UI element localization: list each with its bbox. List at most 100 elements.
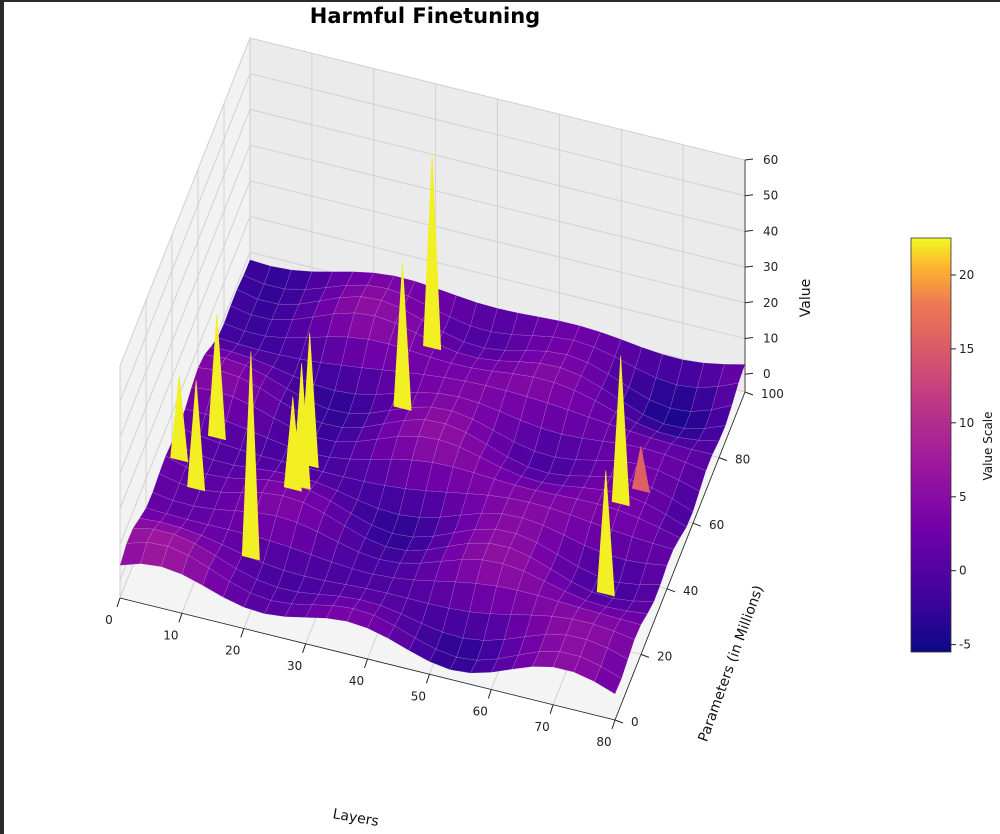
y-tick-label: 100 bbox=[761, 387, 784, 401]
surface-mesh bbox=[119, 259, 746, 695]
y-axis-line bbox=[614, 391, 746, 721]
y-tick bbox=[744, 391, 754, 396]
x-tick-label: 70 bbox=[534, 720, 549, 734]
surface-spike bbox=[170, 375, 189, 463]
surface-patch bbox=[704, 404, 733, 429]
surface-spike bbox=[187, 380, 206, 492]
y-tick bbox=[692, 522, 702, 527]
surface-spike bbox=[423, 154, 442, 351]
y-tick-label: 20 bbox=[657, 649, 672, 663]
surface-patch bbox=[633, 584, 661, 602]
surface-patch bbox=[672, 479, 700, 513]
surface-patch bbox=[646, 543, 674, 566]
surface-patch bbox=[711, 382, 739, 411]
x-tick-label: 10 bbox=[163, 628, 178, 642]
z-tick bbox=[744, 158, 754, 161]
surface-patch bbox=[691, 439, 720, 455]
axis-ticks: 0 10 20 30 40 50 60 70 80 0 20 40 60 80 100 0 10 20 30 40 50… bbox=[105, 153, 784, 749]
z-tick bbox=[744, 265, 754, 268]
y-tick bbox=[666, 588, 676, 593]
grid-line-back-z bbox=[249, 180, 746, 304]
surface-patch bbox=[626, 600, 655, 614]
x-tick bbox=[549, 704, 554, 714]
z-tick bbox=[744, 194, 754, 197]
surface-patch bbox=[619, 610, 648, 626]
colorbar-tick-label: 5 bbox=[959, 490, 967, 504]
colorbar-tick-label: 15 bbox=[959, 342, 974, 356]
grid-line-left-z bbox=[119, 109, 251, 438]
z-tick-label: 50 bbox=[763, 189, 778, 203]
x-tick bbox=[487, 689, 492, 699]
colorbar-label: Value Scale bbox=[981, 411, 995, 480]
grid-line-left-z bbox=[119, 216, 251, 545]
y-tick bbox=[614, 719, 624, 724]
y-tick bbox=[640, 653, 650, 658]
surface-spike bbox=[207, 313, 226, 441]
surface-patch bbox=[685, 449, 713, 472]
surface-spike bbox=[283, 396, 302, 492]
surface-patch bbox=[665, 498, 694, 528]
grid-line-left-z bbox=[119, 144, 251, 474]
surface-spike bbox=[631, 446, 650, 494]
surface-patch bbox=[652, 527, 681, 550]
surface-patch bbox=[659, 514, 687, 539]
surface-spike bbox=[611, 355, 630, 507]
x-tick bbox=[364, 658, 368, 669]
surface-spikes bbox=[170, 154, 650, 597]
x-axis-label: Layers bbox=[331, 806, 379, 830]
z-tick bbox=[744, 337, 754, 339]
z-tick-label: 20 bbox=[763, 296, 778, 310]
x-tick bbox=[240, 628, 245, 638]
x-tick-label: 50 bbox=[411, 689, 426, 703]
z-tick-label: 40 bbox=[763, 224, 778, 238]
colorbar-ticks: -5 0 5 10 15 20 bbox=[951, 268, 974, 652]
colorbar bbox=[910, 237, 952, 653]
colorbar-tick-label: -5 bbox=[959, 638, 971, 652]
x-tick-label: 0 bbox=[105, 613, 113, 627]
y-tick-label: 80 bbox=[735, 453, 750, 467]
surface-patch bbox=[600, 647, 629, 680]
x-tick bbox=[611, 719, 616, 730]
x-tick-label: 20 bbox=[225, 644, 240, 658]
y-tick bbox=[718, 457, 728, 462]
grid-line-back-z bbox=[249, 216, 746, 339]
grid-line-left-z bbox=[119, 180, 251, 509]
window-frame-top bbox=[0, 0, 1000, 2]
surface-patch bbox=[678, 461, 707, 492]
surface-patch bbox=[594, 665, 622, 695]
surface-spike bbox=[241, 351, 260, 561]
z-axis-label: Value bbox=[798, 279, 814, 317]
z-tick bbox=[744, 229, 754, 232]
y-tick-label: 60 bbox=[709, 518, 724, 532]
y-tick-label: 0 bbox=[631, 715, 639, 729]
y-axis-label: Parameters (in Millions) bbox=[695, 583, 767, 744]
grid-line-back-z bbox=[249, 144, 746, 268]
z-tick-label: 60 bbox=[763, 153, 778, 167]
x-tick-label: 40 bbox=[349, 674, 364, 688]
x-tick bbox=[425, 674, 430, 684]
colorbar-tick-label: 20 bbox=[959, 268, 974, 282]
x-tick-label: 30 bbox=[287, 659, 302, 673]
surface-patch bbox=[607, 630, 635, 660]
window-frame-left bbox=[0, 0, 4, 834]
grid-line-left-z bbox=[119, 37, 251, 367]
surface-spike bbox=[393, 262, 412, 411]
colorbar-tick-label: 10 bbox=[959, 416, 974, 430]
surface-patch bbox=[639, 563, 668, 585]
z-tick bbox=[744, 301, 754, 304]
colorbar-tick-label: 0 bbox=[959, 564, 967, 578]
y-tick-label: 40 bbox=[683, 584, 698, 598]
z-tick-label: 0 bbox=[763, 367, 771, 381]
grid-line-back-z bbox=[249, 108, 746, 232]
x-tick bbox=[116, 597, 121, 608]
grid-line-back-z bbox=[249, 37, 746, 161]
z-tick bbox=[744, 372, 754, 375]
x-tick bbox=[302, 643, 307, 653]
x-tick bbox=[178, 613, 183, 623]
x-tick-label: 80 bbox=[596, 735, 611, 749]
chart-title: Harmful Finetuning bbox=[309, 4, 541, 28]
x-tick-label: 60 bbox=[473, 705, 488, 719]
z-tick-label: 10 bbox=[763, 332, 778, 346]
grid-line-left-z bbox=[119, 73, 251, 402]
